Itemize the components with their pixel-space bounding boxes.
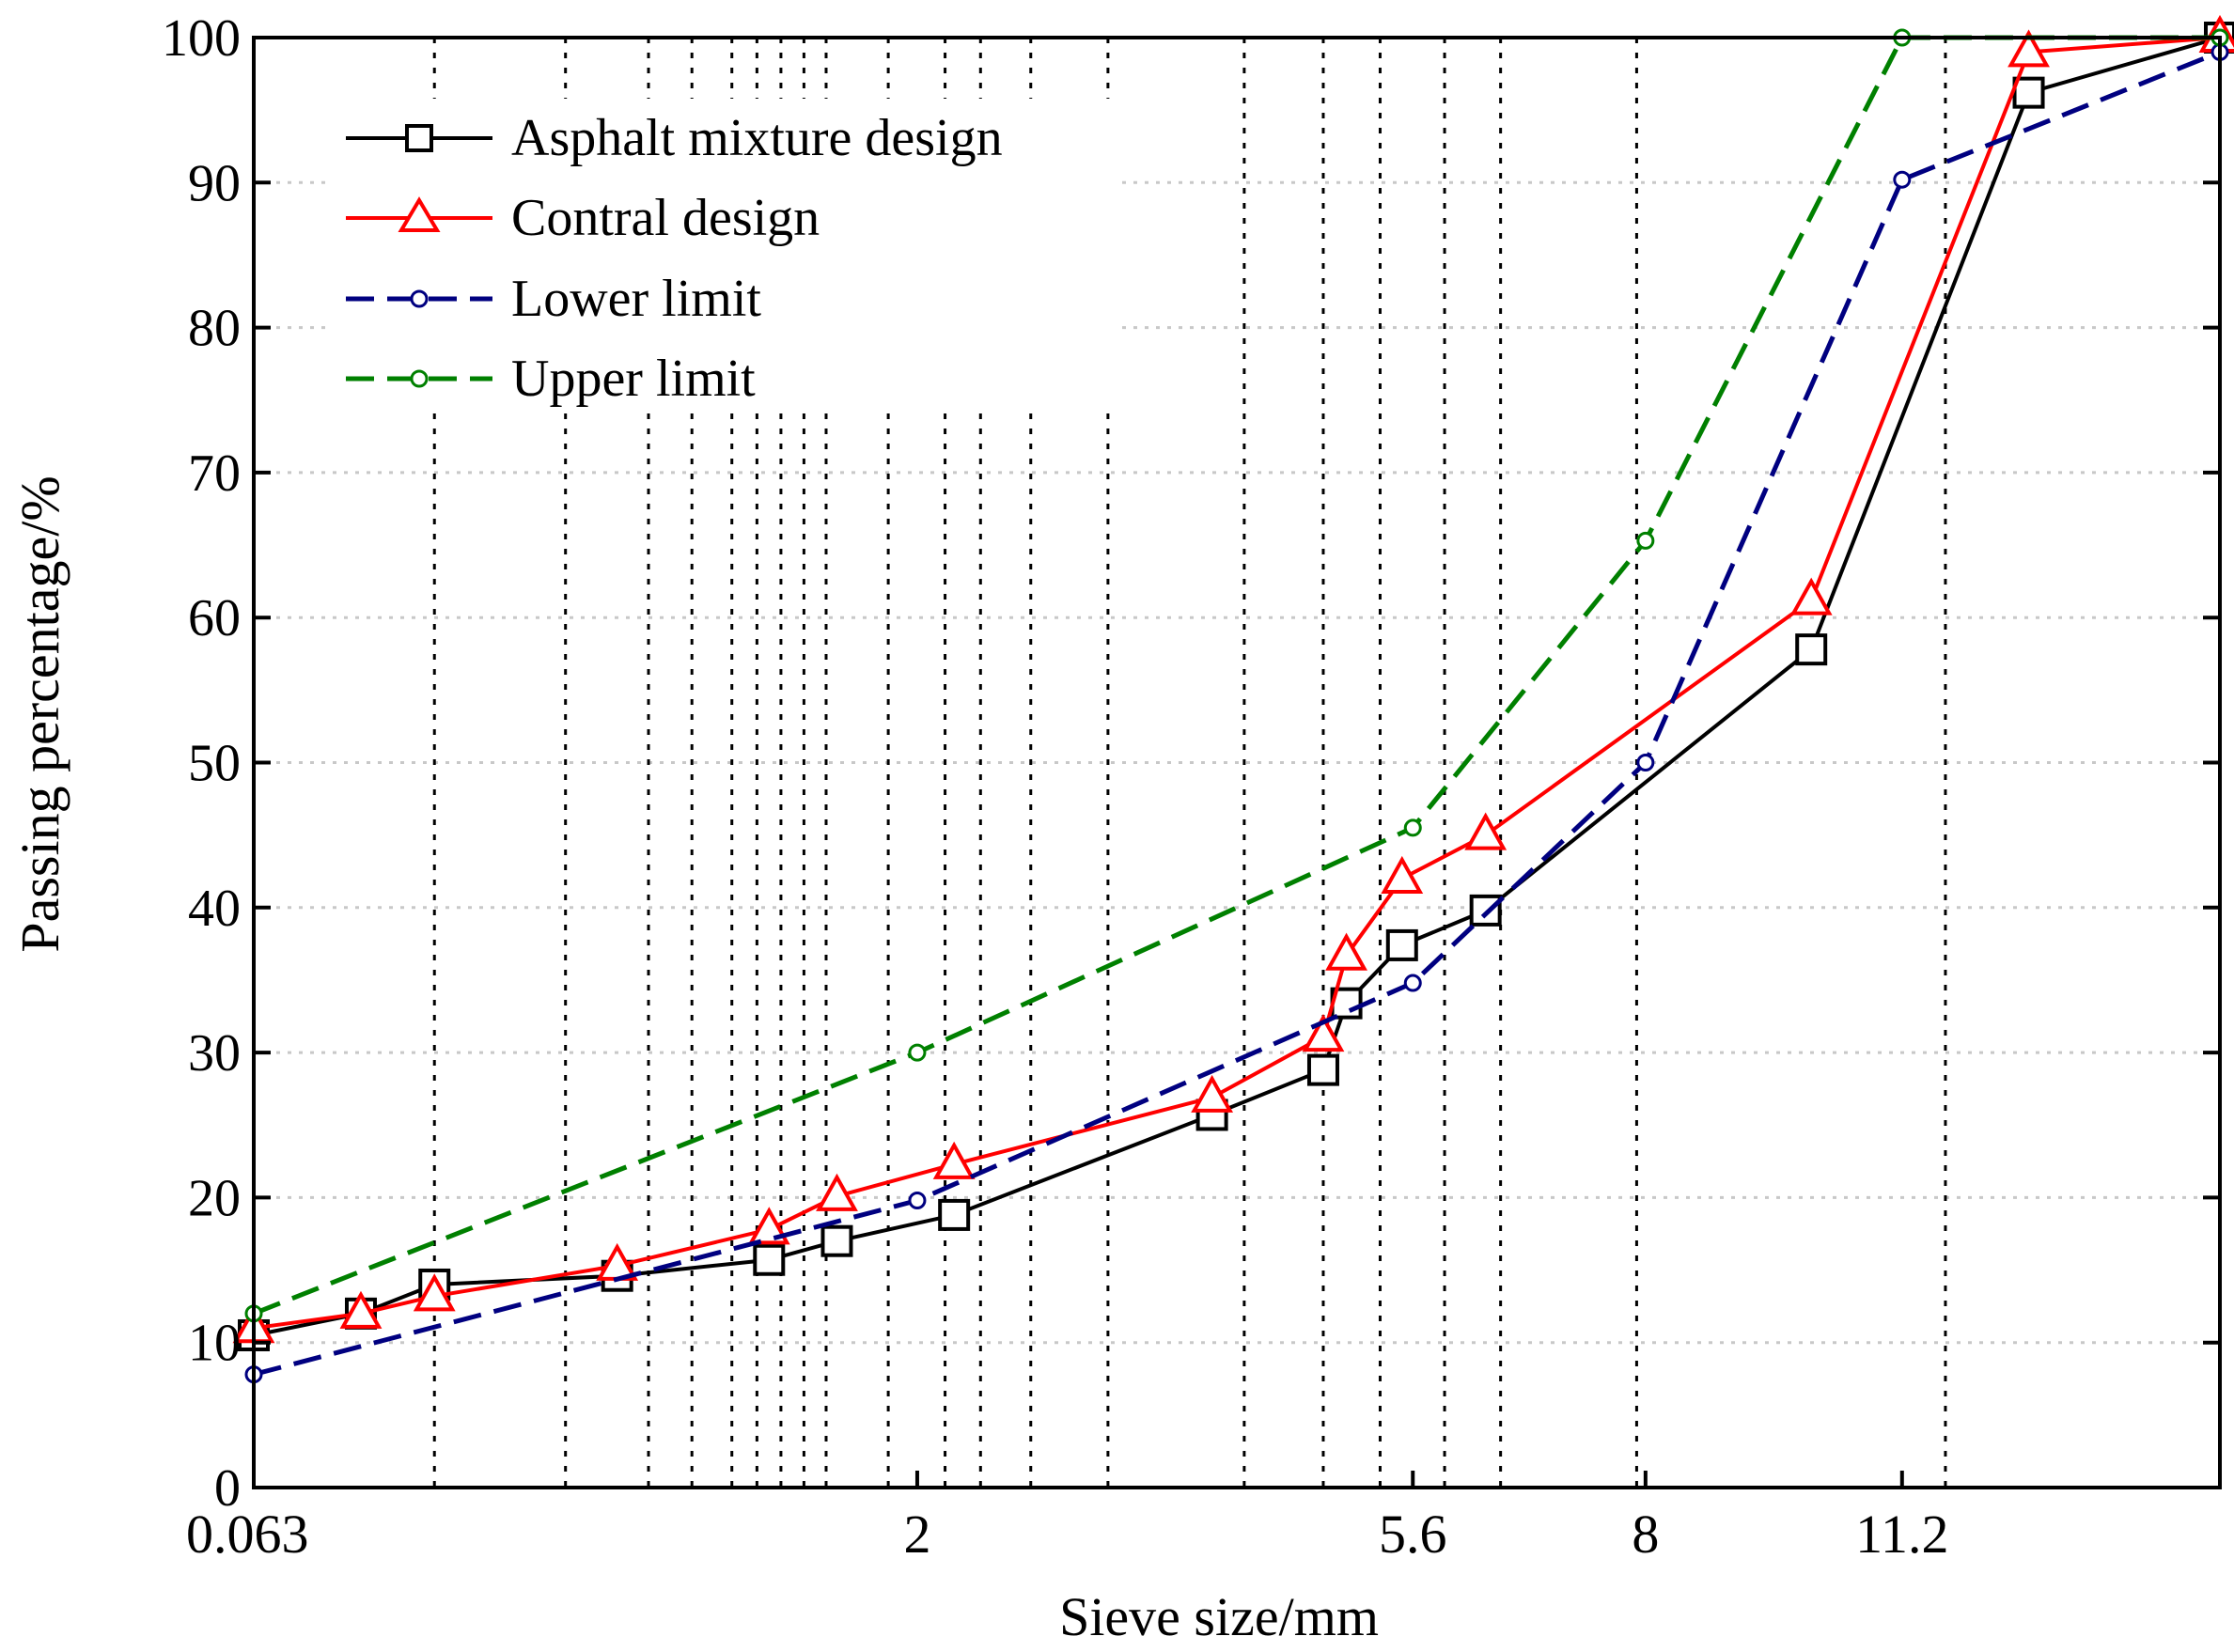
data-point-triangle — [2007, 29, 2050, 68]
x-tick-label: 2 — [903, 1504, 930, 1565]
y-axis-title: Passing percentage/% — [9, 475, 70, 952]
legend: Asphalt mixture design Contral design Lo… — [331, 99, 1120, 413]
data-point-triangle — [1381, 855, 1424, 894]
data-point-triangle — [339, 1290, 383, 1329]
legend-label-lower: Lower limit — [511, 270, 761, 328]
series-line-2 — [253, 50, 2221, 1378]
data-point-circle — [1893, 170, 1912, 189]
y-tick-label: 50 — [188, 735, 241, 793]
y-tick-label: 70 — [188, 444, 241, 503]
x-tick-label: 0.063 — [186, 1504, 309, 1565]
legend-entry-asphalt: Asphalt mixture design — [346, 109, 1003, 167]
data-point-circle — [908, 1191, 927, 1209]
legend-label-asphalt: Asphalt mixture design — [511, 109, 1003, 167]
data-point-square — [2012, 76, 2045, 109]
y-tick-label: 90 — [188, 154, 241, 212]
y-tick-label: 10 — [188, 1315, 241, 1373]
axis-layer: 0 10 20 30 40 50 60 70 80 90 100 0.063 2 5.6 8 11.2 — [162, 9, 2220, 1565]
legend-marker-square — [405, 124, 433, 152]
data-point-circle — [908, 1043, 927, 1062]
x-tick-label: 11.2 — [1855, 1504, 1948, 1565]
data-point-square — [938, 1198, 971, 1231]
x-axis-title: Sieve size/mm — [1059, 1586, 1379, 1647]
data-point-circle — [1636, 754, 1655, 771]
y-tick-label: 0 — [214, 1459, 241, 1518]
data-point-square — [753, 1243, 786, 1276]
y-tick-label: 40 — [188, 880, 241, 938]
y-tick-label: 60 — [188, 589, 241, 647]
legend-background — [331, 99, 1120, 413]
legend-label-upper: Upper limit — [511, 350, 756, 408]
data-point-triangle — [1302, 1014, 1345, 1052]
data-point-square — [1795, 633, 1828, 666]
legend-marker-circle-lower — [410, 289, 429, 308]
data-point-square — [820, 1224, 853, 1257]
data-point-circle — [1403, 974, 1422, 992]
legend-marker-circle-upper — [410, 369, 429, 388]
data-point-triangle — [413, 1273, 456, 1312]
legend-label-contral: Contral design — [511, 189, 820, 247]
data-point-square — [1469, 894, 1502, 927]
data-point-triangle — [816, 1173, 858, 1211]
data-point-square — [1385, 928, 1418, 961]
data-point-square — [1306, 1053, 1339, 1086]
data-point-triangle — [1325, 932, 1367, 971]
x-tick-label: 8 — [1632, 1504, 1659, 1565]
data-point-triangle — [1464, 812, 1508, 850]
legend-entry-upper: Upper limit — [346, 350, 756, 408]
data-point-triangle — [932, 1141, 976, 1179]
y-tick-label: 80 — [188, 300, 241, 358]
data-point-triangle — [1191, 1074, 1234, 1113]
legend-marker-triangle — [398, 196, 441, 232]
legend-entry-lower: Lower limit — [346, 270, 761, 328]
y-tick-label: 100 — [162, 9, 241, 68]
legend-entry-contral: Contral design — [346, 189, 820, 247]
data-point-triangle — [1789, 577, 1833, 616]
data-point-circle — [1636, 531, 1655, 550]
data-point-circle — [1403, 818, 1422, 837]
y-tick-label: 30 — [188, 1024, 241, 1083]
y-tick-label: 20 — [188, 1169, 241, 1227]
x-tick-label: 5.6 — [1379, 1504, 1447, 1565]
